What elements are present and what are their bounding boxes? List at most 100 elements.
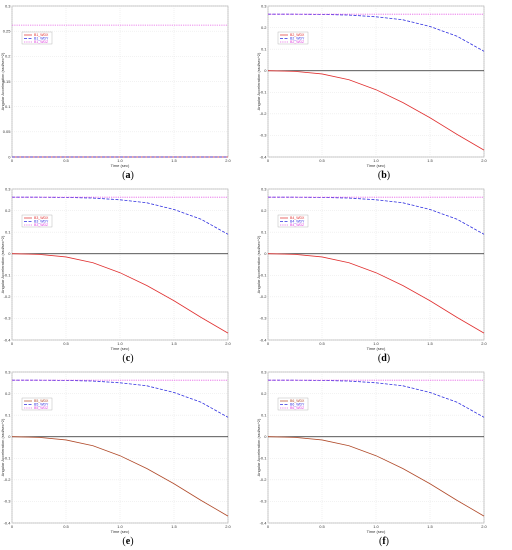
y-tick-label: 0 (264, 68, 267, 73)
y-tick-label: 0 (264, 251, 267, 256)
panel-label-a: (a) (122, 170, 134, 181)
plot-area (267, 5, 485, 158)
y-tick-label: 0.25 (3, 28, 12, 33)
x-tick-label: 1.0 (117, 524, 123, 529)
panel-c: -0.4 -0.3 -0.2 -0.1 0 0.1 0.2 0.3 0 0.5 1.0 1.5 2.0 T… (0, 183, 256, 366)
y-tick-label: -0.4 (260, 520, 268, 525)
x-tick-label: 0.5 (63, 158, 69, 163)
series-line-B6_WDX (267, 436, 485, 517)
legend-entry: B3_WDY (34, 220, 49, 224)
chart-d: -0.4 -0.3 -0.2 -0.1 0 0.1 0.2 0.3 0 0.5 1.0 1.5 2.0 T… (256, 186, 488, 351)
x-axis-title: Time (sec) (367, 163, 386, 168)
x-tick-label: 2.0 (481, 524, 487, 529)
y-tick-label: 0.2 (5, 54, 11, 59)
y-tick-label: -0.3 (260, 316, 268, 321)
chart-c: -0.4 -0.3 -0.2 -0.1 0 0.1 0.2 0.3 0 0.5 1.0 1.5 2.0 T… (0, 186, 232, 351)
panel-label-e: (e) (122, 536, 134, 547)
y-tick-label: 0 (8, 434, 11, 439)
legend-entry: B2_WDX (290, 33, 305, 37)
x-tick-label: 2.0 (225, 524, 231, 529)
y-tick-label: -0.1 (260, 273, 268, 278)
y-tick-label: -0.1 (4, 273, 12, 278)
y-axis-title: Angular Acceleration (rad/sec^2) (0, 418, 5, 476)
panel-label-c: (c) (122, 353, 134, 364)
y-tick-label: 0.15 (3, 79, 12, 84)
x-tick-label: 1.0 (117, 158, 123, 163)
y-tick-label: 0.1 (261, 412, 267, 417)
y-tick-label: -0.1 (4, 456, 12, 461)
chart-f: -0.4 -0.3 -0.2 -0.1 0 0.1 0.2 0.3 0 0.5 1.0 1.5 2.0 T… (256, 369, 488, 534)
x-axis-title: Time (sec) (111, 346, 130, 351)
y-axis-title: Angular Acceleration (rad/sec^2) (0, 52, 5, 110)
legend-entry: B5_WDY (34, 403, 49, 407)
legend-entry: B1_WDY (34, 37, 49, 41)
legend-entry: B5_WDX (34, 399, 49, 403)
panel-b: -0.4 -0.3 -0.2 -0.1 0 0.1 0.2 0.3 0 0.5 1.0 1.5 2.0 T… (256, 0, 512, 183)
legend-entry: B1_WDX (34, 33, 49, 37)
panel-label-f: (f) (378, 536, 390, 547)
y-tick-label: -0.3 (260, 133, 268, 138)
y-tick-label: -0.2 (260, 111, 268, 116)
y-tick-label: -0.2 (260, 477, 268, 482)
y-axis-title: Angular Acceleration (rad/sec^2) (256, 235, 261, 293)
x-tick-label: 0 (11, 524, 14, 529)
x-tick-label: 0 (267, 158, 270, 163)
y-tick-label: 0.2 (261, 208, 267, 213)
x-tick-label: 2.0 (225, 158, 231, 163)
x-tick-label: 2.0 (481, 158, 487, 163)
y-tick-label: -0.4 (4, 520, 12, 525)
legend-entry: B5_WDZ (34, 406, 49, 410)
x-tick-label: 0 (11, 341, 14, 346)
series-line-B2_WDX (267, 70, 485, 151)
legend-entry: B2_WDY (290, 37, 305, 41)
y-tick-label: -0.2 (4, 477, 12, 482)
chart-a: 0 0.05 0.1 0.15 0.2 0.25 0.3 0 0.5 1.0 1.5 2.0 Time … (0, 3, 232, 168)
x-tick-label: 0.5 (319, 158, 325, 163)
y-tick-label: 0.3 (5, 369, 11, 374)
legend-entry: B4_WDX (290, 216, 305, 220)
y-tick-label: 0.3 (5, 3, 11, 8)
legend-entry: B3_WDZ (34, 223, 49, 227)
x-axis-title: Time (sec) (367, 529, 386, 534)
legend-entry: B6_WDX (290, 399, 305, 403)
y-tick-label: -0.3 (4, 499, 12, 504)
y-tick-label: 0.2 (261, 391, 267, 396)
y-tick-label: 0.1 (5, 229, 11, 234)
y-tick-label: 0.2 (5, 208, 11, 213)
plot-area (11, 371, 229, 524)
x-axis-title: Time (sec) (111, 163, 130, 168)
y-axis-title: Angular Acceleration (rad/sec^2) (256, 418, 261, 476)
panel-a: 0 0.05 0.1 0.15 0.2 0.25 0.3 0 0.5 1.0 1.5 2.0 Time … (0, 0, 256, 183)
y-tick-label: 0.1 (261, 46, 267, 51)
legend-entry: B6_WDY (290, 403, 305, 407)
y-tick-label: 0.1 (5, 412, 11, 417)
panel-label-b: (b) (377, 170, 391, 181)
x-tick-label: 1.5 (427, 341, 433, 346)
legend-entry: B2_WDZ (290, 40, 305, 44)
y-tick-label: 0 (8, 251, 11, 256)
y-tick-label: 0.2 (261, 25, 267, 30)
x-tick-label: 1.5 (427, 524, 433, 529)
plot-area (11, 188, 229, 341)
y-tick-label: -0.3 (4, 316, 12, 321)
x-tick-label: 2.0 (481, 341, 487, 346)
x-tick-label: 0.5 (63, 341, 69, 346)
y-tick-label: 0.1 (261, 229, 267, 234)
y-tick-label: -0.4 (260, 337, 268, 342)
x-axis-title: Time (sec) (367, 346, 386, 351)
x-tick-label: 0 (267, 524, 270, 529)
x-tick-label: 0.5 (319, 524, 325, 529)
y-tick-label: -0.2 (4, 294, 12, 299)
y-tick-label: -0.3 (260, 499, 268, 504)
chart-b: -0.4 -0.3 -0.2 -0.1 0 0.1 0.2 0.3 0 0.5 1.0 1.5 2.0 T… (256, 3, 488, 168)
x-tick-label: 1.5 (171, 524, 177, 529)
legend-entry: B6_WDZ (290, 406, 305, 410)
x-tick-label: 0 (11, 158, 14, 163)
y-tick-label: 0.3 (261, 186, 267, 191)
x-tick-label: 0.5 (319, 341, 325, 346)
y-tick-label: -0.1 (260, 90, 268, 95)
plot-area (267, 371, 485, 524)
series-line-B4_WDX (267, 253, 485, 334)
x-tick-label: 1.0 (117, 341, 123, 346)
